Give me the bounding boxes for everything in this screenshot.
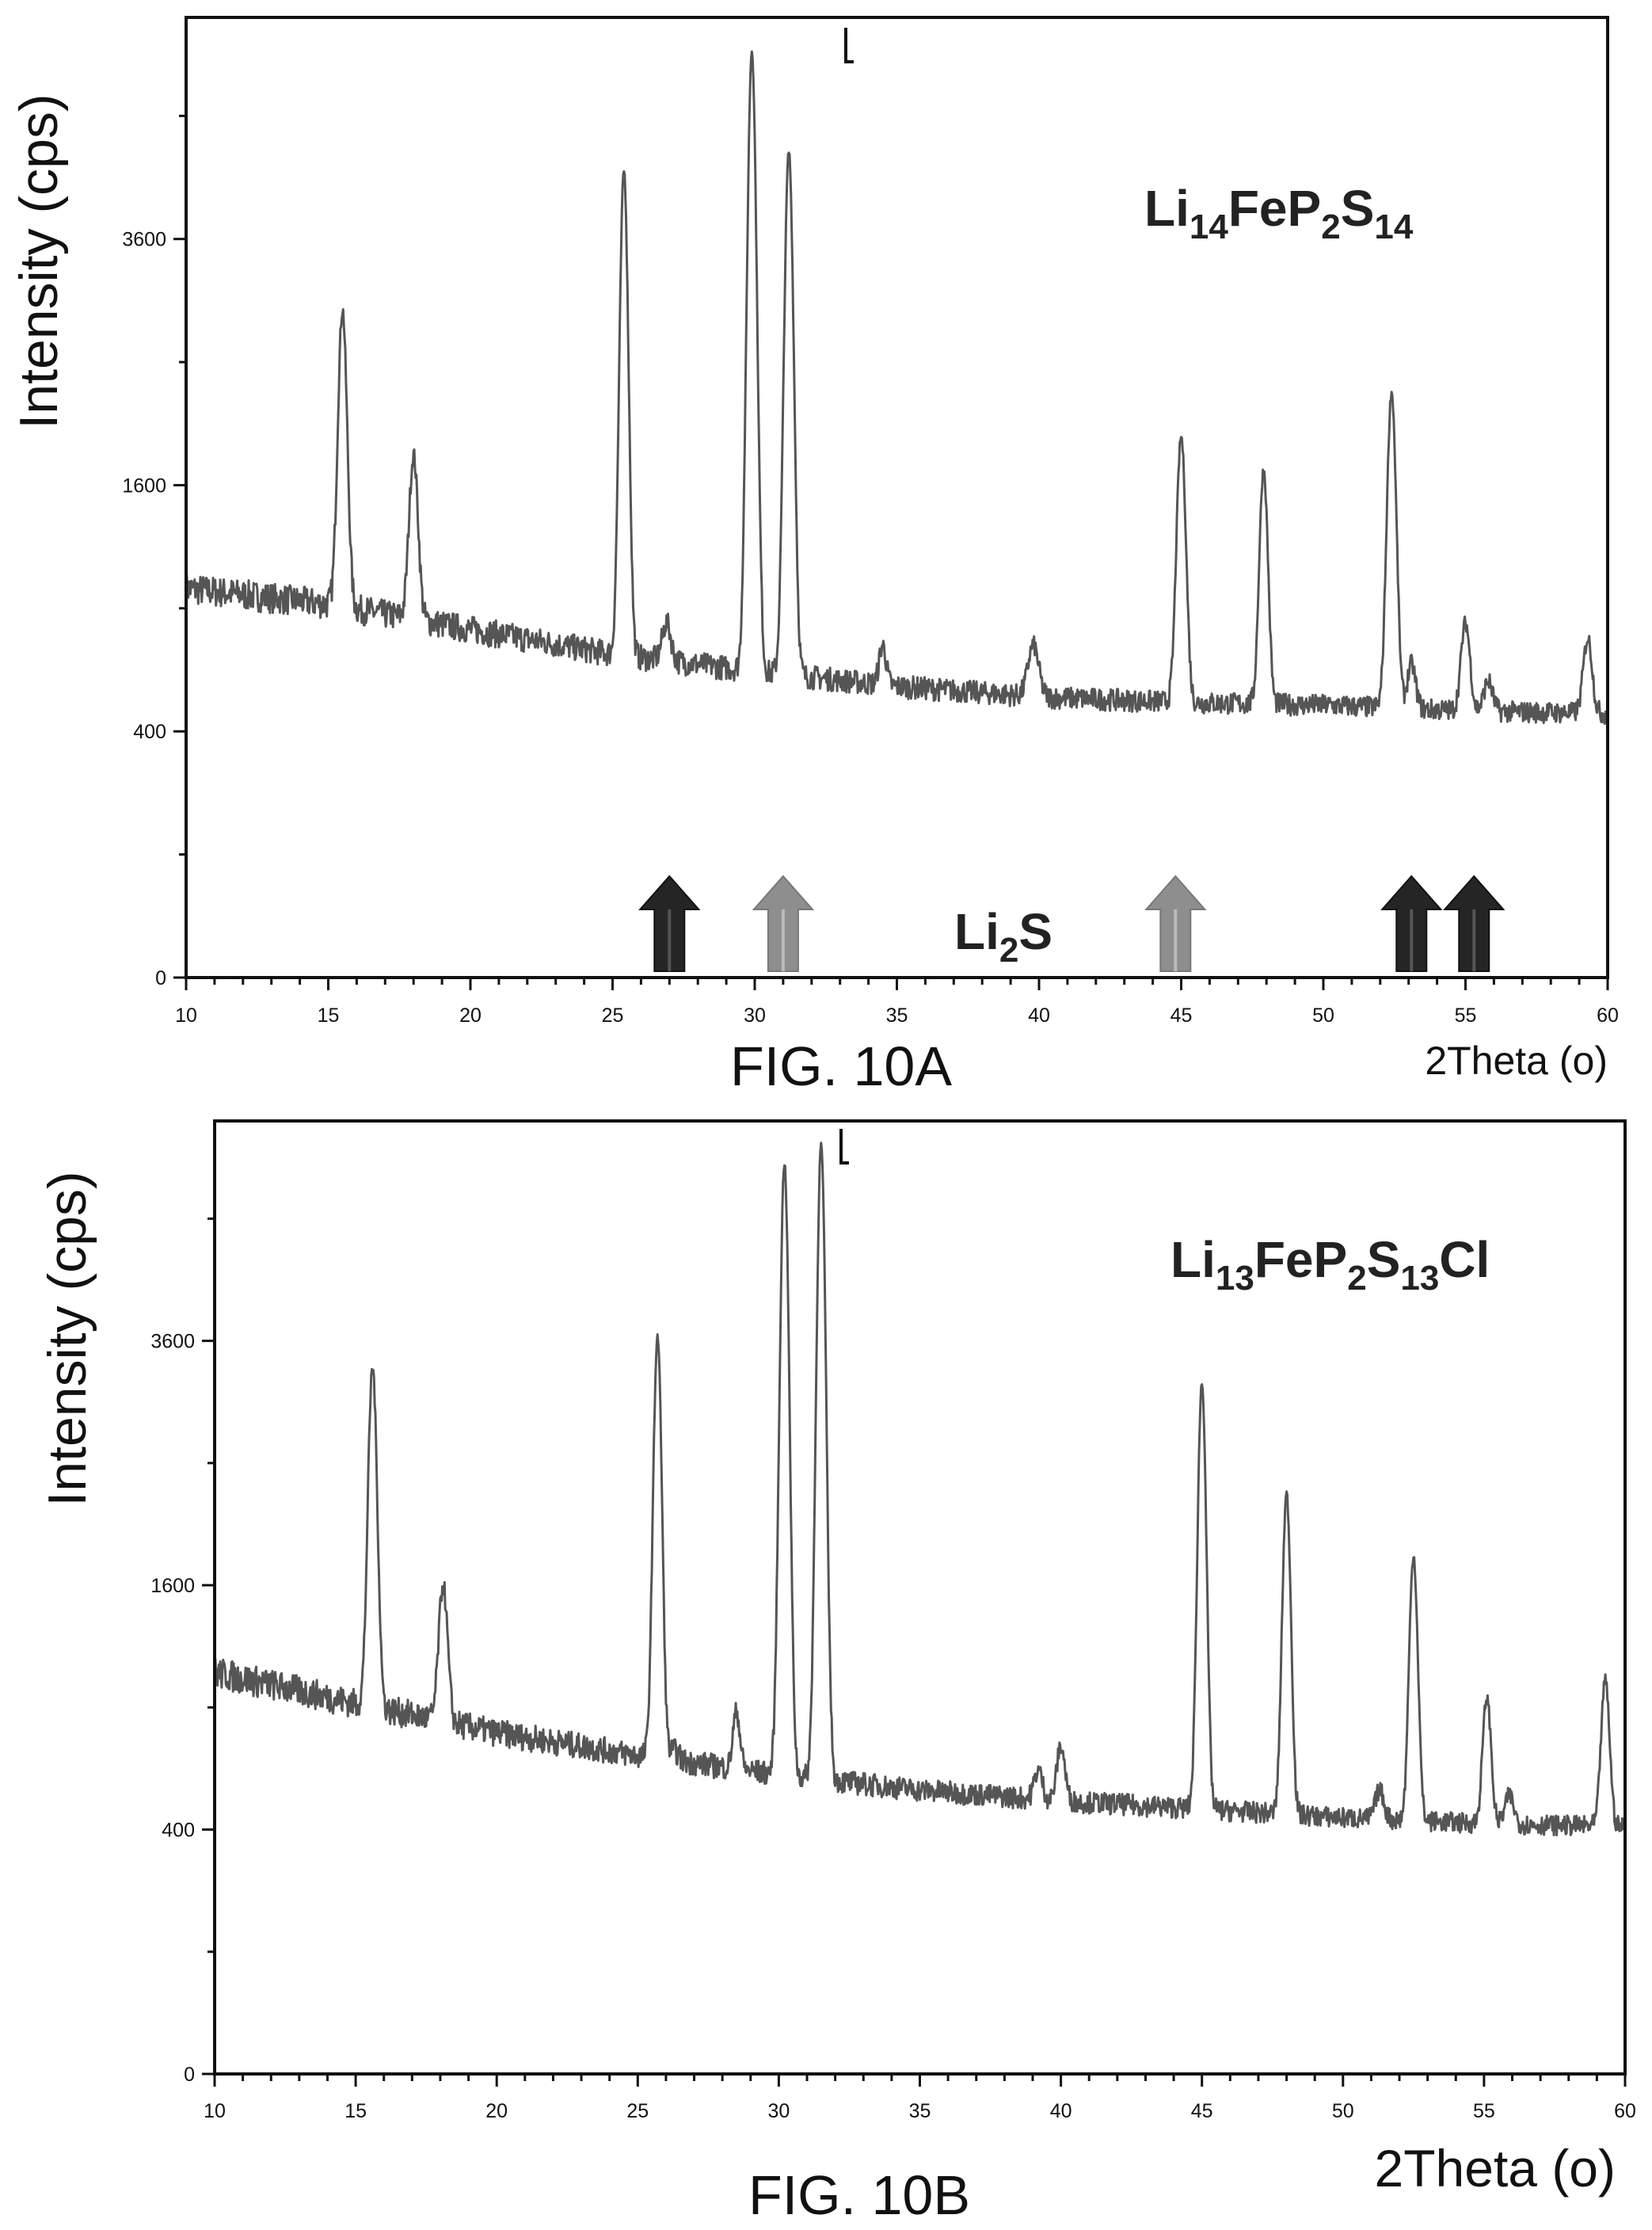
axis-ticks-a: 10 15 20 25 30 35 40 45 50 55 60 0 400 1600 3600 — [122, 114, 1619, 1027]
panel-10a: 10 15 20 25 30 35 40 45 50 55 60 0 400 1600 3600 Li14F… — [9, 16, 1619, 1097]
compound-label-a: Li14FeP2S14 — [1144, 180, 1414, 246]
x-tick-label: 25 — [626, 2100, 649, 2122]
x-tick-label: 60 — [1614, 2100, 1636, 2122]
y-tick-label: 1600 — [150, 1575, 195, 1597]
x-tick-label: 15 — [344, 2100, 367, 2122]
y-axis-title-b: Intensity (cps) — [37, 1171, 97, 1506]
y-tick-label: 1600 — [122, 475, 166, 497]
top-marker-a — [844, 28, 854, 63]
x-tick-label: 40 — [1028, 1004, 1050, 1027]
x-tick-label: 40 — [1050, 2100, 1072, 2122]
compound-label-b: Li13FeP2S13Cl — [1170, 1231, 1490, 1298]
xrd-trace-a — [185, 50, 1609, 726]
y-tick-label: 3600 — [122, 229, 166, 251]
y-tick-label: 400 — [133, 721, 166, 743]
y-axis-title-a: Intensity (cps) — [9, 93, 69, 429]
y-tick-label: 3600 — [150, 1331, 195, 1353]
axis-ticks-b: 10 15 20 25 30 35 40 45 50 55 60 0 400 1600 3600 — [150, 1217, 1636, 2122]
figure-caption-b: FIG. 10B — [748, 2164, 970, 2226]
x-tick-label: 50 — [1332, 2100, 1354, 2122]
y-tick-label: 0 — [155, 967, 166, 989]
xrd-trace-b — [213, 1142, 1627, 1837]
x-tick-label: 20 — [485, 2100, 508, 2122]
figure-caption-a: FIG. 10A — [730, 1035, 952, 1097]
x-tick-label: 35 — [909, 2100, 931, 2122]
x-tick-label: 45 — [1170, 1004, 1193, 1027]
panel-10b: 10 15 20 25 30 35 40 45 50 55 60 0 400 1600 3600 Li13F… — [37, 1119, 1636, 2226]
x-tick-label: 20 — [459, 1004, 482, 1027]
y-tick-label: 0 — [184, 2064, 195, 2086]
y-tick-label: 400 — [162, 1820, 195, 1842]
x-tick-label: 60 — [1597, 1004, 1619, 1027]
x-tick-label: 30 — [767, 2100, 790, 2122]
x-tick-label: 35 — [886, 1004, 908, 1027]
arrows-label-a: Li2S — [954, 903, 1052, 970]
li2s-arrows — [638, 875, 1505, 972]
x-tick-label: 10 — [204, 2100, 226, 2122]
plot-frame-a — [185, 16, 1609, 979]
x-tick-label: 15 — [318, 1004, 340, 1027]
x-tick-label: 55 — [1473, 2100, 1495, 2122]
x-axis-title-b: 2Theta (o) — [1375, 2139, 1616, 2198]
plot-frame-b — [213, 1119, 1627, 2076]
x-tick-label: 30 — [744, 1004, 766, 1027]
x-tick-label: 45 — [1191, 2100, 1213, 2122]
x-tick-label: 55 — [1455, 1004, 1477, 1027]
top-marker-b — [839, 1129, 849, 1165]
x-tick-label: 25 — [602, 1004, 624, 1027]
x-tick-label: 50 — [1312, 1004, 1334, 1027]
x-tick-label: 10 — [175, 1004, 197, 1027]
x-axis-title-a: 2Theta (o) — [1425, 1039, 1608, 1083]
